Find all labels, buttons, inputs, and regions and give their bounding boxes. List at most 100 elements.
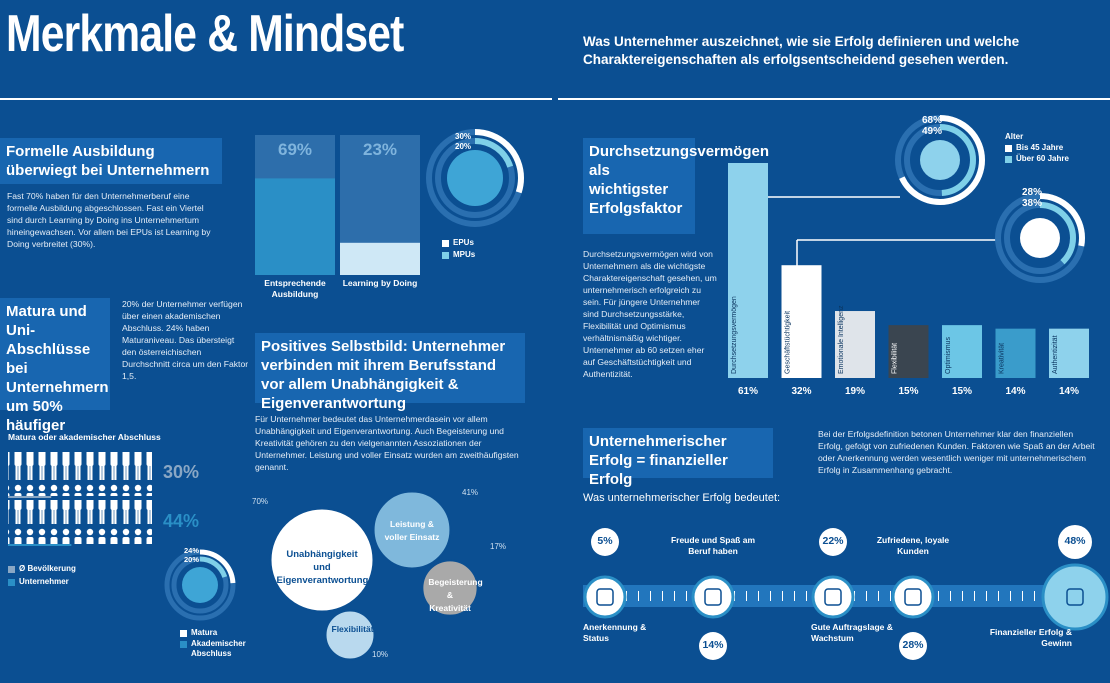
- subtitle: Was Unternehmer auszeichnet, wie sie Erf…: [583, 34, 1020, 67]
- callout: [819, 528, 847, 556]
- bar: [942, 325, 982, 378]
- bubble-label: Begeisterung & Kreativität: [428, 577, 483, 613]
- bar-label: Geschäftstüchtigkeit: [785, 311, 792, 374]
- bar-label: Optimismus: [945, 337, 952, 374]
- chart-title: Matura oder akademischer Abschluss: [8, 432, 161, 442]
- bar: [1049, 328, 1089, 378]
- bar-label: Flexibilität: [892, 343, 899, 374]
- value-label: 15%: [951, 386, 972, 397]
- section-heading: Durchsetzungsvermögen als wichtigster Er…: [583, 138, 769, 234]
- item-label: Gute Auftragslage & Wachstum: [811, 622, 893, 643]
- bar: [255, 178, 335, 275]
- bar-label: Learning by Doing: [342, 278, 418, 288]
- node-icon: [824, 588, 842, 606]
- bubble-label: Unabhängigkeit und Eigenverantwortung: [276, 549, 369, 586]
- legend-swatch: [1005, 156, 1012, 163]
- ring-arc: [1004, 202, 1076, 274]
- value-label: 14%: [1058, 386, 1079, 397]
- bar: [888, 325, 929, 378]
- callout: [699, 632, 727, 660]
- people-icons: [8, 452, 152, 496]
- timeline-node: [891, 575, 935, 619]
- callout: [899, 632, 927, 660]
- value-label: 14%: [1005, 386, 1026, 397]
- ring-label: 38%: [1022, 198, 1043, 209]
- bar: [835, 311, 875, 378]
- legend-label: Ø Bevölkerung: [19, 564, 76, 573]
- legend-swatch: [442, 252, 449, 259]
- title: Merkmale & Mindset: [6, 5, 404, 63]
- value-label: 48%: [1064, 535, 1086, 547]
- item-label: Anerkennung & Status: [583, 622, 647, 643]
- value-label: 30%: [163, 462, 200, 482]
- legend-label: EPUs: [453, 238, 474, 247]
- node-icon: [1066, 588, 1084, 606]
- section-text: Durchsetzungsvermögen wird von Unternehm…: [583, 249, 717, 379]
- bubble: [372, 490, 452, 570]
- legend-swatch: [442, 240, 449, 247]
- value-label: 41%: [462, 488, 479, 497]
- timeline-node: [811, 575, 855, 619]
- ring-arc: [435, 138, 515, 218]
- value-label: 28%: [902, 639, 924, 651]
- bubble: [324, 609, 376, 661]
- section-heading: Unternehmerischer Erfolg = finanzieller …: [583, 428, 773, 488]
- people-icons: [8, 500, 152, 544]
- item-label: Freude und Spaß am Beruf haben: [670, 535, 756, 556]
- value-label: 14%: [702, 639, 724, 651]
- bubble: [269, 507, 375, 613]
- legend-label: Akademischer Abschluss: [191, 639, 246, 658]
- bubble-label: Flexibilität: [331, 624, 374, 634]
- ring-arc: [895, 115, 985, 205]
- section-heading: Matura und Uni-Abschlüsse bei Unternehme…: [0, 298, 110, 434]
- section-text: Für Unternehmer bedeutet das Unternehmer…: [255, 414, 519, 472]
- legend-swatch: [180, 641, 187, 648]
- row-mark: [8, 544, 72, 546]
- ring-center: [182, 567, 218, 603]
- ring-label: 20%: [184, 555, 200, 564]
- section-text: 20% der Unternehmer verfügen über einen …: [122, 299, 249, 381]
- section-heading: Positives Selbstbild: Unternehmer verbin…: [255, 333, 525, 412]
- bar-label: Durchsetzungsvermögen: [731, 296, 738, 374]
- timeline-node: [1041, 563, 1109, 631]
- value-label: 15%: [898, 386, 919, 397]
- legend-label: Über 60 Jahre: [1016, 154, 1069, 163]
- callout: [1058, 525, 1092, 559]
- bubble: [421, 559, 479, 617]
- section-heading: Formelle Ausbildung überwiegt bei Untern…: [0, 138, 222, 184]
- subheading: Was unternehmerischer Erfolg bedeutet:: [583, 492, 781, 504]
- legend-swatch: [8, 579, 15, 586]
- ring-arc: [164, 549, 236, 621]
- ring-label: 20%: [455, 142, 472, 151]
- bubble-label: Leistung & voller Einsatz: [384, 519, 440, 542]
- node-icon: [596, 588, 614, 606]
- legend-label: Matura: [191, 628, 218, 637]
- value-label: 5%: [597, 535, 613, 547]
- legend-swatch: [180, 630, 187, 637]
- value-label: 10%: [372, 650, 389, 659]
- value-label: 61%: [737, 386, 758, 397]
- ring-label: 68%: [922, 115, 943, 126]
- row-mark: [8, 496, 52, 498]
- value-label: 22%: [822, 535, 844, 547]
- section-text: Bei der Erfolgsdefinition betonen Untern…: [818, 429, 1095, 475]
- item-label: Zufriedene, loyale Kunden: [876, 535, 950, 556]
- bar-label: Kreativität: [999, 343, 1006, 374]
- legend-label: Unternehmer: [19, 577, 69, 586]
- legend-label: MPUs: [453, 250, 476, 259]
- bar: [995, 328, 1036, 378]
- timeline-node: [691, 575, 735, 619]
- ring-arc: [426, 129, 524, 227]
- bar: [781, 265, 822, 378]
- ring-label: 28%: [1022, 187, 1043, 198]
- section-text: Fast 70% haben für den Unternehmerberuf …: [7, 191, 211, 249]
- item-label: Finanzieller Erfolg & Gewinn: [989, 627, 1072, 648]
- ring-arc: [171, 556, 229, 614]
- bar: [728, 163, 768, 378]
- legend-label: Bis 45 Jahre: [1016, 143, 1064, 152]
- value-label: 17%: [490, 542, 507, 551]
- timeline-node: [583, 575, 627, 619]
- value-label: 23%: [362, 140, 398, 159]
